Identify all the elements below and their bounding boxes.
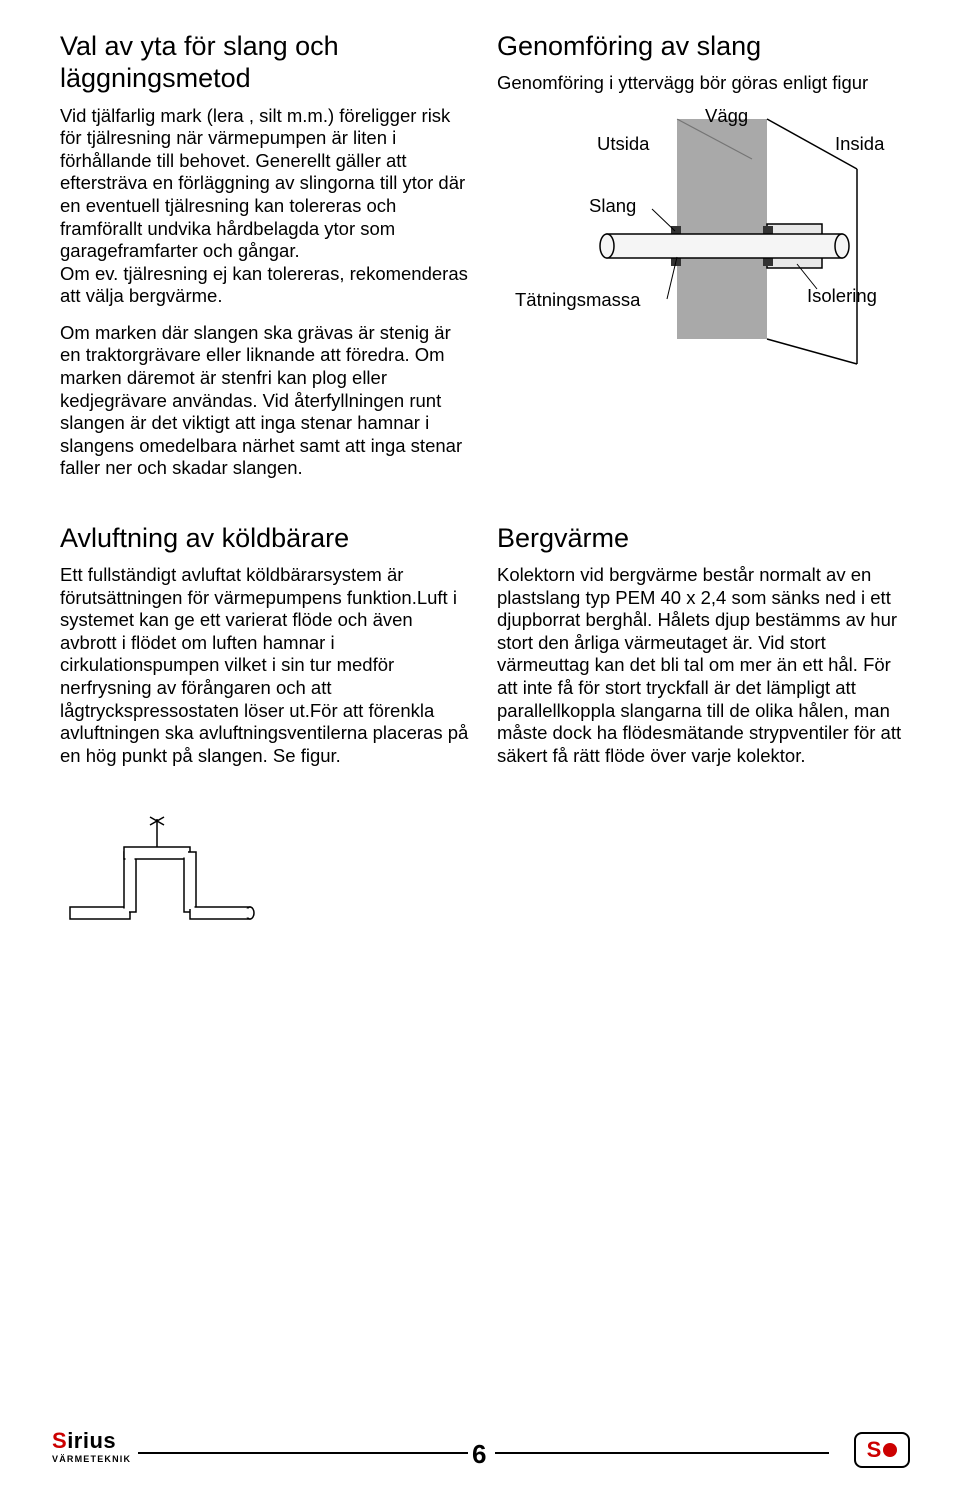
col-left-1: Val av yta för slang och läggningsmetod …: [60, 30, 473, 494]
footer-rule-right: [495, 1452, 829, 1454]
brand-text: irius: [67, 1428, 116, 1453]
para-s4-p1: Kolektorn vid bergvärme består normalt a…: [497, 564, 910, 767]
footer-rule-left: [138, 1452, 468, 1454]
vent-figure: [60, 807, 260, 947]
para-s2-intro: Genomföring i yttervägg bör göras enligt…: [497, 72, 910, 95]
label-insida: Insida: [835, 135, 884, 154]
label-slang: Slang: [589, 197, 636, 216]
label-utsida: Utsida: [597, 135, 649, 154]
logo-right-badge: S: [854, 1432, 910, 1468]
para-s3-p1: Ett fullständigt avluftat köldbärarsyste…: [60, 564, 473, 767]
label-isolering: Isolering: [807, 287, 877, 306]
label-vagg: Vägg: [705, 107, 748, 126]
upper-columns: Val av yta för slang och läggningsmetod …: [60, 30, 910, 494]
para-s1-p1: Vid tjälfarlig mark (lera , silt m.m.) f…: [60, 105, 473, 263]
brand-sub: VÄRMETEKNIK: [52, 1454, 131, 1464]
wall-penetration-diagram: Vägg Utsida Insida Slang Tätningsmassa I…: [497, 109, 907, 369]
col-right-2: Bergvärme Kolektorn vid bergvärme består…: [497, 522, 910, 947]
page-number: 6: [472, 1439, 486, 1470]
heading-bergvarme: Bergvärme: [497, 522, 910, 554]
para-s1-p1b: Om ev. tjälresning ej kan tolereras, rek…: [60, 263, 473, 308]
page-footer: Sirius VÄRMETEKNIK 6 S: [0, 1422, 960, 1482]
col-left-2: Avluftning av köldbärare Ett fullständig…: [60, 522, 473, 947]
heading-genomforing: Genomföring av slang: [497, 30, 910, 62]
para-s1-p2: Om marken där slangen ska grävas är sten…: [60, 322, 473, 480]
label-tatningsmassa: Tätningsmassa: [515, 291, 640, 310]
vent-svg: [60, 807, 260, 947]
logo-sirius: Sirius VÄRMETEKNIK: [52, 1428, 131, 1464]
col-right-1: Genomföring av slang Genomföring i ytter…: [497, 30, 910, 494]
heading-avluftning: Avluftning av köldbärare: [60, 522, 473, 554]
heading-val-av-yta: Val av yta för slang och läggningsmetod: [60, 30, 473, 95]
lower-columns: Avluftning av köldbärare Ett fullständig…: [60, 522, 910, 947]
